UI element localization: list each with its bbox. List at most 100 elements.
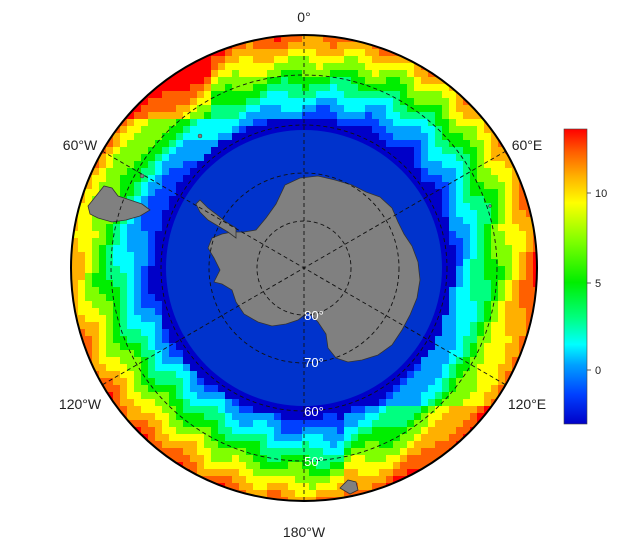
ocean-cell bbox=[211, 434, 219, 442]
ocean-cell bbox=[232, 112, 240, 120]
ocean-cell bbox=[344, 42, 352, 50]
ocean-cell bbox=[148, 196, 156, 204]
ocean-cell bbox=[190, 63, 198, 71]
ocean-cell bbox=[106, 182, 114, 190]
ocean-cell bbox=[442, 182, 450, 190]
ocean-cell bbox=[288, 42, 296, 50]
ocean-cell bbox=[449, 189, 457, 197]
ocean-cell bbox=[421, 147, 429, 155]
ocean-cell bbox=[120, 259, 128, 267]
ocean-cell bbox=[435, 105, 443, 113]
ocean-cell bbox=[106, 329, 114, 337]
ocean-cell bbox=[274, 42, 282, 50]
ocean-cell bbox=[435, 182, 443, 190]
ocean-cell bbox=[463, 385, 471, 393]
ocean-cell bbox=[141, 364, 149, 372]
ocean-cell bbox=[407, 70, 415, 78]
ocean-cell bbox=[218, 406, 226, 414]
ocean-cell bbox=[309, 497, 317, 501]
ocean-cell bbox=[428, 112, 436, 120]
ocean-cell bbox=[253, 420, 261, 428]
ocean-cell bbox=[533, 266, 537, 274]
ocean-cell bbox=[197, 63, 205, 71]
ocean-cell bbox=[463, 133, 471, 141]
ocean-cell bbox=[190, 399, 198, 407]
ocean-cell bbox=[449, 357, 457, 365]
ocean-cell bbox=[442, 203, 450, 211]
ocean-cell bbox=[309, 434, 317, 442]
ocean-cell bbox=[155, 336, 163, 344]
ocean-cell bbox=[323, 434, 331, 442]
ocean-cell bbox=[463, 147, 471, 155]
ocean-cell bbox=[232, 133, 240, 141]
ocean-cell bbox=[267, 434, 275, 442]
ocean-cell bbox=[120, 119, 128, 127]
ocean-cell bbox=[141, 161, 149, 169]
ocean-cell bbox=[491, 343, 499, 351]
ocean-cell bbox=[456, 259, 464, 267]
ocean-cell bbox=[155, 133, 163, 141]
ocean-cell bbox=[281, 497, 289, 501]
ocean-cell bbox=[491, 238, 499, 246]
ocean-cell bbox=[470, 364, 478, 372]
ocean-cell bbox=[253, 483, 261, 491]
ocean-cell bbox=[169, 98, 177, 106]
ocean-cell bbox=[120, 364, 128, 372]
ocean-cell bbox=[463, 119, 471, 127]
ocean-cell bbox=[372, 455, 380, 463]
small-island bbox=[197, 133, 203, 139]
ocean-cell bbox=[449, 329, 457, 337]
ocean-cell bbox=[519, 238, 527, 246]
ocean-cell bbox=[456, 301, 464, 309]
ocean-cell bbox=[281, 105, 289, 113]
ocean-cell bbox=[442, 273, 450, 281]
ocean-cell bbox=[295, 42, 303, 50]
ocean-cell bbox=[316, 448, 324, 456]
ocean-cell bbox=[155, 210, 163, 218]
ocean-cell bbox=[162, 98, 170, 106]
ocean-cell bbox=[302, 70, 310, 78]
ocean-cell bbox=[491, 336, 499, 344]
ocean-cell bbox=[484, 168, 492, 176]
ocean-cell bbox=[127, 175, 135, 183]
ocean-cell bbox=[428, 182, 436, 190]
ocean-cell bbox=[71, 238, 79, 246]
ocean-cell bbox=[169, 210, 177, 218]
ocean-cell bbox=[463, 175, 471, 183]
ocean-cell bbox=[197, 357, 205, 365]
ocean-cell bbox=[288, 70, 296, 78]
ocean-cell bbox=[533, 322, 537, 330]
ocean-cell bbox=[106, 371, 114, 379]
ocean-cell bbox=[92, 238, 100, 246]
ocean-cell bbox=[218, 413, 226, 421]
ocean-cell bbox=[169, 119, 177, 127]
ocean-cell bbox=[204, 105, 212, 113]
ocean-cell bbox=[155, 357, 163, 365]
ocean-cell bbox=[421, 378, 429, 386]
ocean-cell bbox=[421, 385, 429, 393]
ocean-cell bbox=[358, 119, 366, 127]
ocean-cell bbox=[407, 455, 415, 463]
ocean-cell bbox=[442, 406, 450, 414]
ocean-cell bbox=[351, 49, 359, 57]
ocean-cell bbox=[204, 154, 212, 162]
ocean-cell bbox=[449, 245, 457, 253]
ocean-cell bbox=[183, 175, 191, 183]
ocean-cell bbox=[162, 224, 170, 232]
ocean-cell bbox=[92, 301, 100, 309]
ocean-cell bbox=[421, 392, 429, 400]
ocean-cell bbox=[505, 210, 513, 218]
ocean-cell bbox=[435, 98, 443, 106]
ocean-cell bbox=[141, 350, 149, 358]
ocean-cell bbox=[470, 420, 478, 428]
ocean-cell bbox=[204, 140, 212, 148]
ocean-cell bbox=[127, 196, 135, 204]
ocean-cell bbox=[435, 448, 443, 456]
ocean-cell bbox=[295, 483, 303, 491]
ocean-cell bbox=[484, 210, 492, 218]
ocean-cell bbox=[456, 364, 464, 372]
ocean-cell bbox=[120, 392, 128, 400]
ocean-cell bbox=[337, 476, 345, 484]
ocean-cell bbox=[183, 434, 191, 442]
ocean-cell bbox=[162, 329, 170, 337]
